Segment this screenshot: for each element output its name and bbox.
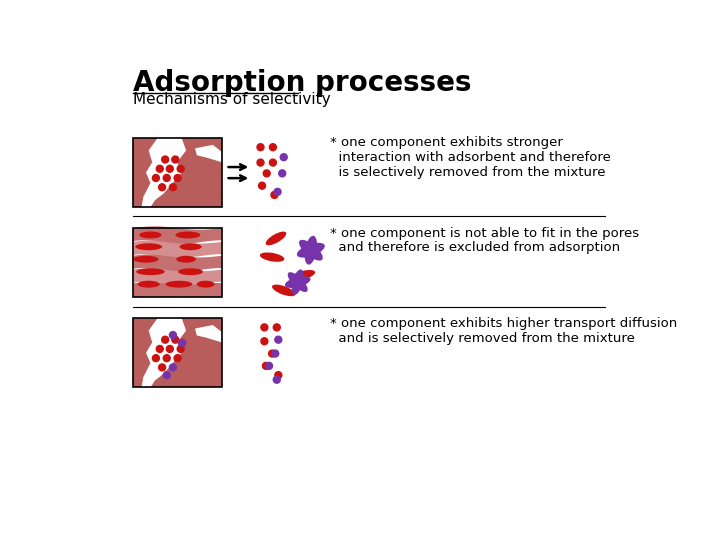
Circle shape	[261, 324, 268, 331]
Text: * one component is not able to fit in the pores
  and therefore is excluded from: * one component is not able to fit in th…	[330, 226, 639, 254]
Ellipse shape	[197, 281, 215, 288]
Ellipse shape	[136, 268, 165, 275]
Polygon shape	[132, 254, 222, 271]
Circle shape	[179, 339, 186, 346]
Circle shape	[156, 346, 163, 353]
Circle shape	[169, 364, 176, 371]
Circle shape	[269, 144, 276, 151]
Circle shape	[269, 159, 276, 166]
Circle shape	[177, 346, 184, 353]
Circle shape	[279, 170, 286, 177]
Ellipse shape	[292, 269, 304, 295]
Circle shape	[174, 174, 181, 181]
Circle shape	[274, 188, 281, 195]
Text: * one component exhibits stronger
  interaction with adsorbent and therefore
  i: * one component exhibits stronger intera…	[330, 137, 611, 179]
Polygon shape	[132, 268, 222, 285]
Text: Adsorption processes: Adsorption processes	[132, 69, 471, 97]
Ellipse shape	[179, 244, 202, 250]
Circle shape	[169, 184, 176, 191]
Bar	[132, 318, 222, 387]
Circle shape	[275, 372, 282, 379]
Circle shape	[174, 355, 181, 362]
Circle shape	[274, 324, 280, 331]
Circle shape	[280, 154, 287, 161]
Bar	[132, 228, 222, 298]
Polygon shape	[195, 145, 222, 162]
Ellipse shape	[176, 232, 200, 239]
Ellipse shape	[299, 240, 323, 261]
Ellipse shape	[133, 256, 158, 262]
Ellipse shape	[139, 232, 161, 239]
Polygon shape	[195, 325, 222, 342]
Circle shape	[158, 184, 166, 191]
Circle shape	[257, 144, 264, 151]
Ellipse shape	[305, 236, 317, 265]
Circle shape	[262, 362, 269, 369]
Ellipse shape	[266, 232, 287, 245]
Circle shape	[163, 174, 170, 181]
Ellipse shape	[291, 270, 315, 280]
Polygon shape	[132, 284, 222, 298]
Polygon shape	[142, 138, 186, 207]
Bar	[132, 318, 222, 387]
Circle shape	[266, 362, 272, 369]
Bar	[132, 228, 222, 298]
Circle shape	[269, 350, 276, 357]
Circle shape	[258, 182, 266, 189]
Circle shape	[274, 376, 280, 383]
Ellipse shape	[288, 272, 307, 292]
Ellipse shape	[260, 253, 284, 262]
Text: Mechanisms of selectivity: Mechanisms of selectivity	[132, 92, 330, 107]
Circle shape	[172, 336, 179, 343]
Circle shape	[172, 156, 179, 163]
Bar	[132, 138, 222, 207]
Ellipse shape	[272, 285, 295, 296]
Ellipse shape	[138, 281, 160, 288]
Circle shape	[156, 165, 163, 172]
Circle shape	[275, 336, 282, 343]
Circle shape	[153, 355, 159, 362]
Circle shape	[162, 336, 168, 343]
Circle shape	[166, 346, 174, 353]
Circle shape	[257, 159, 264, 166]
Ellipse shape	[166, 281, 192, 288]
Ellipse shape	[135, 244, 162, 250]
Ellipse shape	[176, 256, 196, 262]
Ellipse shape	[285, 276, 310, 288]
Circle shape	[264, 170, 270, 177]
Text: * one component exhibits higher transport diffusion
  and is selectively removed: * one component exhibits higher transpor…	[330, 316, 678, 345]
Circle shape	[271, 192, 278, 198]
Ellipse shape	[297, 243, 325, 258]
Circle shape	[163, 355, 170, 362]
Circle shape	[163, 372, 170, 379]
Circle shape	[271, 350, 279, 357]
Polygon shape	[132, 240, 222, 258]
Ellipse shape	[178, 268, 203, 275]
Polygon shape	[132, 226, 222, 244]
Circle shape	[158, 364, 166, 371]
Circle shape	[162, 156, 168, 163]
Circle shape	[177, 165, 184, 172]
Circle shape	[166, 165, 174, 172]
Circle shape	[261, 338, 268, 345]
Bar	[132, 138, 222, 207]
Polygon shape	[142, 318, 186, 387]
Circle shape	[153, 174, 159, 181]
Circle shape	[169, 332, 176, 339]
